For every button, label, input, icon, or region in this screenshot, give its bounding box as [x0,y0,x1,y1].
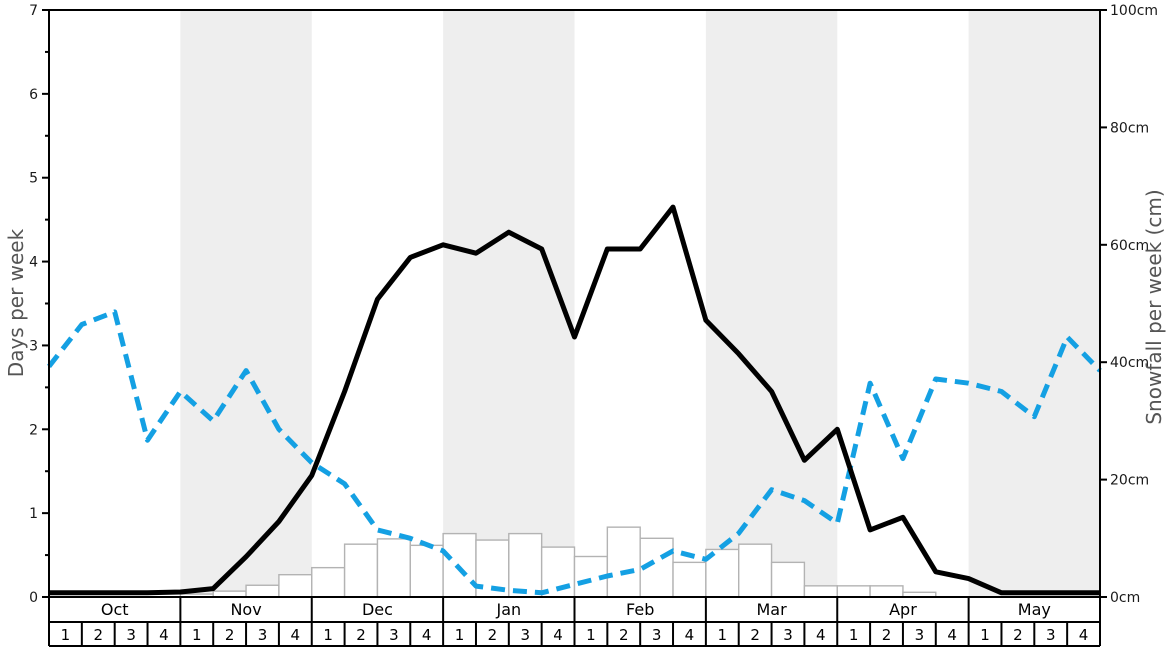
week-number-label: 4 [685,626,695,644]
black-line [49,204,1100,596]
week-number-label: 1 [718,626,728,644]
right-tick-label: 100cm [1110,3,1158,19]
week-number-label: 4 [816,626,826,644]
week-number-label: 3 [915,626,925,644]
left-tick-label: 4 [29,255,38,271]
week-number-label: 1 [455,626,465,644]
left-tick-label: 2 [29,422,38,438]
left-tick-label: 3 [29,338,38,354]
snowfall-bar [770,561,806,598]
month-label: Jan [495,600,521,619]
snowfall-bar [606,526,641,598]
week-number-label: 3 [389,626,399,644]
left-tick-label: 5 [29,171,38,187]
month-label: Nov [230,600,261,619]
week-number-label: 2 [225,626,235,644]
left-tick-label: 7 [29,3,38,19]
snowfall-bar [803,585,838,598]
week-number-label: 3 [520,626,530,644]
left-axis-title: Days per week [4,228,28,377]
week-number-label: 1 [61,626,71,644]
week-number-label: 3 [652,626,662,644]
month-label: Apr [889,600,917,619]
month-label: Feb [626,600,654,619]
month-label: May [1018,600,1051,619]
snowfall-bar [672,561,707,598]
month-week-table: Oct Nov Dec Jan Feb Mar Apr May 1 2 3 4 1 2 3 4 1 2 3 4 1 2 3 4… [48,596,1101,647]
left-tick-label: 6 [29,87,38,103]
week-number-label: 4 [291,626,301,644]
month-label: Dec [362,600,393,619]
month-shading-bands [180,10,1100,597]
week-number-label: 3 [1046,626,1056,644]
shaded-band-Jan [443,10,575,597]
snowfall-bar [869,585,904,598]
week-number-label: 4 [553,626,563,644]
week-number-label: 1 [849,626,859,644]
week-number-label: 1 [980,626,990,644]
week-number-label: 2 [93,626,103,644]
month-label: Oct [101,600,129,619]
snowfall-bar [311,566,346,598]
week-number-label: 3 [783,626,793,644]
snowfall-bar [343,543,379,598]
right-tick-label: 0cm [1110,590,1140,606]
week-number-label: 2 [1013,626,1023,644]
snowfall-bar [376,538,411,598]
week-number-label: 3 [126,626,136,644]
snowfall-bar [508,532,543,598]
snowfall-bar [278,573,313,598]
shaded-band-Nov [180,10,312,597]
right-tick-label: 80cm [1110,120,1149,136]
left-tick-label: 0 [29,590,38,606]
right-tick-label: 60cm [1110,238,1149,254]
week-number-label: 2 [619,626,629,644]
blue-dashed-line [47,309,1102,596]
left-tick-label: 1 [29,506,38,522]
week-number-label: 2 [356,626,366,644]
data-lines [47,204,1102,596]
right-axis-title: Snowfall per week (cm) [1142,189,1166,424]
shaded-band-Mar [705,10,838,597]
snowfall-bar [836,585,871,598]
snowfall-bar [409,544,444,598]
snowfall-bar [738,543,773,598]
right-tick-label: 20cm [1110,473,1149,489]
week-number-label: 1 [192,626,202,644]
week-number-label: 4 [1079,626,1089,644]
snowfall-bar [245,584,280,598]
week-number-label: 3 [258,626,268,644]
week-number-label: 4 [422,626,432,644]
right-tick-label: 40cm [1110,355,1149,371]
week-number-label: 2 [882,626,892,644]
month-label: Mar [756,600,787,619]
week-number-label: 4 [947,626,957,644]
week-number-label: 1 [586,626,596,644]
shaded-band-May [968,10,1100,597]
week-number-label: 1 [323,626,333,644]
week-number-label: 2 [488,626,498,644]
week-number-label: 4 [159,626,169,644]
week-number-label: 2 [750,626,760,644]
